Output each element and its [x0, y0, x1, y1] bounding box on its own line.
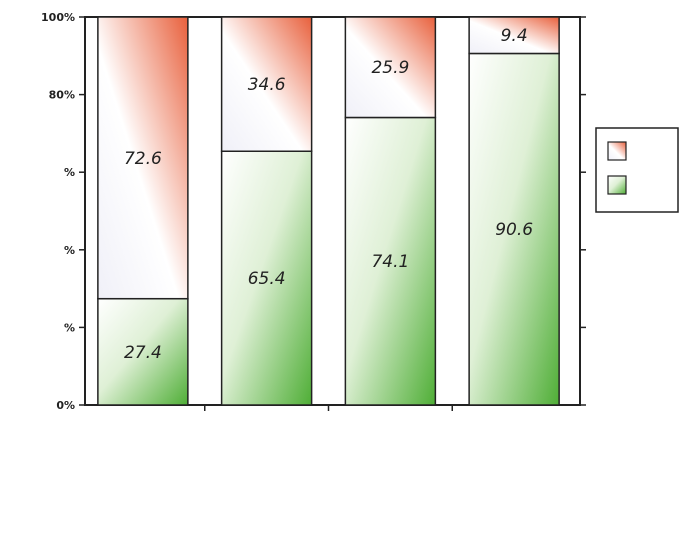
data-label: 72.6	[124, 149, 162, 169]
y-tick-label: 100%	[41, 11, 75, 24]
bar-segment	[220, 16, 313, 152]
bar-segment	[344, 16, 437, 119]
data-label: 74.1	[371, 252, 409, 272]
legend	[595, 127, 679, 213]
bar-segment	[468, 16, 560, 55]
data-label: 90.6	[495, 220, 533, 240]
bar-segment	[344, 116, 437, 406]
bar-segment	[97, 16, 189, 300]
legend-swatch	[607, 141, 627, 161]
y-tick-label: 0%	[56, 399, 75, 412]
y-tick-label: %	[64, 166, 75, 179]
data-label: 9.4	[501, 26, 528, 46]
y-tick-label: %	[64, 244, 75, 257]
legend-swatch	[607, 175, 627, 195]
bar-segment	[468, 52, 560, 406]
plot-area: 0%%%% 80% 100% 27.4 72.6 65.4 34.6 74.1 25.9 90.6…	[41, 11, 586, 412]
data-label: 34.6	[248, 75, 286, 95]
data-label: 27.4	[124, 343, 162, 363]
data-label: 65.4	[248, 269, 286, 289]
y-tick-label: %	[64, 321, 75, 334]
y-tick-label: 80%	[49, 89, 75, 102]
data-label: 25.9	[371, 58, 409, 78]
legend-box	[595, 127, 679, 213]
